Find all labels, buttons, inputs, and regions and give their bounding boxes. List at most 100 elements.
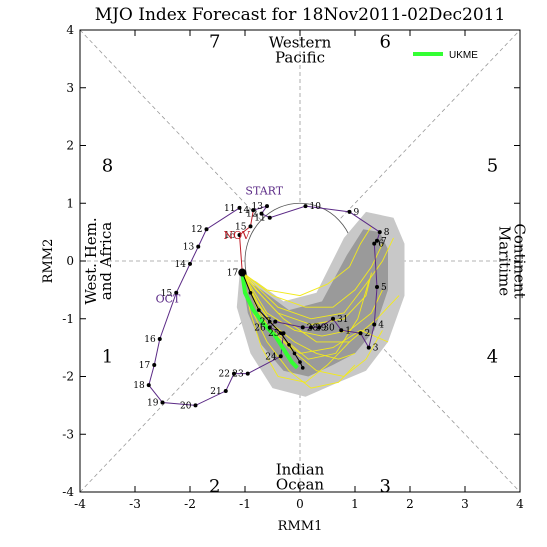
region-label-top: Pacific	[275, 48, 325, 66]
ensemble-member-line	[242, 243, 383, 308]
observed-point	[339, 328, 344, 333]
ensemble-mean-point	[256, 308, 261, 312]
ensemble-mean-point	[267, 319, 272, 324]
day-label: 30	[323, 323, 335, 333]
observed-point	[259, 211, 264, 216]
ensemble-member-line	[241, 272, 372, 325]
day-label: 13	[183, 243, 195, 253]
day-label: 10	[310, 202, 322, 212]
region-label-bottom: Indian	[276, 461, 325, 479]
day-label: 20	[180, 401, 192, 411]
phase-label: 8	[102, 156, 113, 177]
day-label: 15	[235, 222, 247, 232]
x-tick-label: -4	[74, 497, 86, 511]
ensemble-mean-point	[278, 331, 283, 335]
observed-point	[267, 325, 272, 330]
observed-point	[300, 325, 305, 330]
observed-point	[146, 383, 151, 388]
day-label: 16	[224, 231, 236, 241]
observed-point	[278, 354, 283, 359]
day-label: 11	[224, 204, 235, 214]
y-tick-label: -1	[62, 312, 74, 326]
region-label-top: Western	[269, 33, 332, 51]
ensemble-member-line	[241, 272, 383, 337]
day-label: 14	[238, 206, 250, 216]
ensemble-mean-point	[248, 290, 253, 295]
day-label: 8	[384, 228, 390, 238]
chart-title: MJO Index Forecast for 18Nov2011-02Dec20…	[95, 5, 506, 25]
day-label: 17	[139, 361, 151, 371]
observed-point	[196, 244, 201, 249]
observed-point	[188, 261, 192, 266]
observed-point	[160, 400, 165, 405]
day-label: 16	[144, 335, 156, 345]
phase-label: 6	[380, 32, 391, 53]
day-label: 17	[227, 269, 239, 279]
y-tick-label: 4	[66, 23, 74, 37]
y-tick-label: -2	[62, 370, 74, 384]
region-label-bottom: Ocean	[276, 476, 325, 494]
observed-point	[317, 325, 322, 330]
observed-point	[375, 284, 379, 289]
x-tick-label: -3	[129, 497, 141, 511]
day-label: 3	[373, 344, 379, 354]
observed-point	[303, 204, 308, 209]
observed-point	[237, 205, 242, 210]
observed-point	[265, 204, 269, 209]
observed-point	[375, 238, 379, 243]
ensemble-member-line	[241, 272, 356, 360]
x-tick-label: 0	[296, 497, 304, 511]
observed-point	[273, 319, 278, 324]
ensemble-member-line	[241, 272, 370, 360]
x-tick-label: 1	[351, 497, 359, 511]
observed-point	[238, 268, 247, 277]
observed-point	[372, 241, 377, 246]
x-tick-label: 4	[516, 497, 524, 511]
day-label: 31	[337, 315, 348, 325]
ensemble-member-line	[241, 272, 350, 383]
ensemble-member-line	[241, 272, 400, 343]
day-label: 26	[254, 323, 266, 333]
ensemble-member-line	[241, 237, 394, 320]
x-tick-label: -2	[184, 497, 196, 511]
day-label: 7	[381, 237, 387, 247]
observed-point	[193, 403, 198, 408]
legend-label-ukme: UKME	[449, 50, 478, 61]
y-tick-label: 2	[66, 139, 74, 153]
day-label: 11	[254, 214, 265, 224]
day-label: 12	[246, 210, 257, 220]
phase-label: 1	[102, 346, 113, 367]
region-label-right: Continent	[510, 223, 528, 298]
day-label: 1	[345, 326, 351, 336]
y-tick-label: 3	[66, 81, 74, 95]
phase-label: 3	[380, 476, 391, 497]
day-label: 13	[252, 202, 264, 212]
observed-point	[251, 208, 256, 213]
day-label: 18	[133, 381, 145, 391]
observed-point	[152, 362, 157, 367]
observed-point	[237, 233, 242, 238]
y-tick-label: 1	[66, 196, 74, 210]
x-tick-label: -1	[239, 497, 251, 511]
ukme-forecast-line	[240, 272, 299, 370]
region-label-right: Maritime	[495, 226, 513, 296]
observed-point	[377, 230, 382, 235]
x-tick-label: 2	[406, 497, 414, 511]
observed-point	[372, 322, 377, 327]
region-label-left: and Africa	[97, 222, 115, 300]
ensemble-mean-point	[292, 351, 297, 356]
observed-point	[309, 325, 313, 330]
day-label: 19	[147, 398, 159, 408]
y-tick-label: -4	[62, 485, 74, 499]
observed-point	[157, 336, 162, 341]
x-tick-label: 3	[461, 497, 469, 511]
y-tick-label: 0	[66, 254, 74, 268]
ensemble-mean-point	[298, 360, 302, 364]
day-label: 25	[268, 329, 280, 339]
day-label: 22	[219, 370, 230, 380]
observed-point	[174, 290, 179, 295]
day-label: 6	[378, 240, 384, 250]
day-label: 23	[232, 370, 244, 380]
observed-point	[366, 345, 371, 350]
